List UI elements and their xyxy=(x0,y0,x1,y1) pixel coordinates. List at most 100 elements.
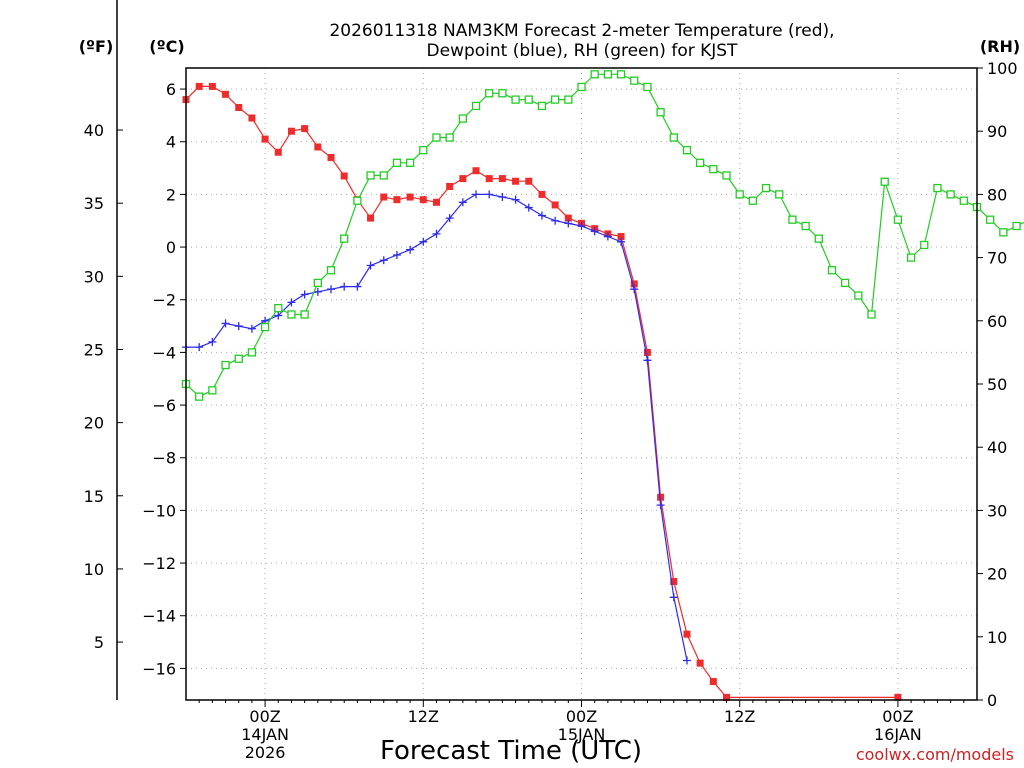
rh-tick-label: 80 xyxy=(987,185,1007,204)
plot-frame xyxy=(185,67,978,701)
rh-tick-label: 100 xyxy=(987,59,1018,78)
data-point xyxy=(471,101,481,111)
data-point xyxy=(564,214,572,222)
data-point xyxy=(682,656,691,665)
data-point xyxy=(274,304,283,313)
data-point xyxy=(564,95,573,104)
data-point xyxy=(643,356,652,365)
data-point xyxy=(643,348,651,356)
data-point xyxy=(670,578,678,585)
data-point xyxy=(656,501,665,510)
data-point xyxy=(590,227,599,236)
celsius-tick-label: −4 xyxy=(152,343,176,362)
data-point xyxy=(458,114,468,123)
data-point xyxy=(643,82,652,92)
data-point xyxy=(867,310,876,319)
data-point xyxy=(656,108,665,117)
data-point xyxy=(524,95,533,104)
data-point xyxy=(195,392,204,401)
data-point xyxy=(208,337,217,346)
celsius-tick-label: −10 xyxy=(142,501,176,520)
data-point xyxy=(406,193,414,201)
data-point xyxy=(999,228,1008,237)
data-point xyxy=(353,282,362,291)
fahrenheit-unit-label: (ºF) xyxy=(79,37,114,56)
gridlines xyxy=(186,68,977,700)
data-point xyxy=(459,175,467,183)
data-point xyxy=(761,183,771,193)
data-point xyxy=(458,198,467,207)
data-point xyxy=(393,196,401,204)
data-point xyxy=(669,593,678,602)
data-point xyxy=(405,158,415,167)
fahrenheit-tick-label: 40 xyxy=(84,121,104,140)
data-point xyxy=(326,266,336,275)
celsius-tick-label: −12 xyxy=(142,554,176,573)
data-point xyxy=(472,167,480,175)
data-point xyxy=(300,310,309,319)
data-point xyxy=(525,177,533,185)
data-point xyxy=(577,222,586,230)
fahrenheit-tick-label: 20 xyxy=(84,414,104,433)
celsius-tick-label: −6 xyxy=(152,396,176,415)
data-point xyxy=(445,133,454,142)
data-point xyxy=(287,310,296,319)
data-point xyxy=(419,237,428,246)
data-point xyxy=(485,190,494,199)
data-point xyxy=(617,237,626,246)
fahrenheit-tick-label: 30 xyxy=(84,267,104,286)
data-point xyxy=(538,190,546,198)
series-1 xyxy=(182,190,691,665)
data-point xyxy=(801,221,810,231)
celsius-tick-label: −8 xyxy=(152,449,176,468)
celsius-unit-label: (ºC) xyxy=(149,37,184,56)
data-point xyxy=(722,171,731,180)
data-point xyxy=(683,630,691,638)
data-point xyxy=(630,285,639,294)
data-point xyxy=(682,146,692,155)
data-point xyxy=(669,133,678,142)
celsius-tick-label: −14 xyxy=(142,607,176,626)
data-point xyxy=(550,95,560,104)
celsius-tick-label: 0 xyxy=(166,238,176,257)
data-point xyxy=(287,127,295,135)
data-point xyxy=(208,82,216,90)
data-point xyxy=(511,195,520,204)
data-point xyxy=(234,322,243,331)
x-tick-label: 00Z xyxy=(566,707,597,726)
data-point xyxy=(775,190,784,199)
data-point xyxy=(234,354,243,363)
celsius-tick-label: −16 xyxy=(142,659,176,678)
x-tick-label: 2026 xyxy=(245,743,286,762)
data-point xyxy=(340,282,349,291)
fahrenheit-tick-label: 25 xyxy=(84,340,104,359)
data-point xyxy=(327,154,335,162)
data-point xyxy=(472,190,481,199)
rh-tick-label: 30 xyxy=(987,501,1007,520)
rh-tick-label: 70 xyxy=(987,249,1007,268)
data-point xyxy=(195,343,204,352)
data-point xyxy=(617,233,625,241)
data-point xyxy=(630,280,638,288)
data-point xyxy=(920,240,929,250)
data-point xyxy=(446,183,454,190)
data-point xyxy=(300,290,309,299)
x-tick-label: 00Z xyxy=(249,707,280,726)
data-point xyxy=(630,76,639,85)
data-point xyxy=(696,158,705,167)
data-point xyxy=(894,693,902,701)
data-point xyxy=(392,158,402,167)
data-point xyxy=(814,234,823,243)
data-point xyxy=(709,164,718,174)
rh-tick-label: 20 xyxy=(987,565,1007,584)
data-point xyxy=(723,693,731,701)
fahrenheit-tick-label: 10 xyxy=(84,560,104,579)
data-point xyxy=(432,198,440,206)
data-point xyxy=(590,70,599,79)
series-line xyxy=(186,193,688,661)
chart-title-line-2: Dewpoint (blue), RH (green) for KJST xyxy=(427,41,739,61)
chart-title-line-1: 2026011318 NAM3KM Forecast 2-meter Tempe… xyxy=(329,21,834,41)
